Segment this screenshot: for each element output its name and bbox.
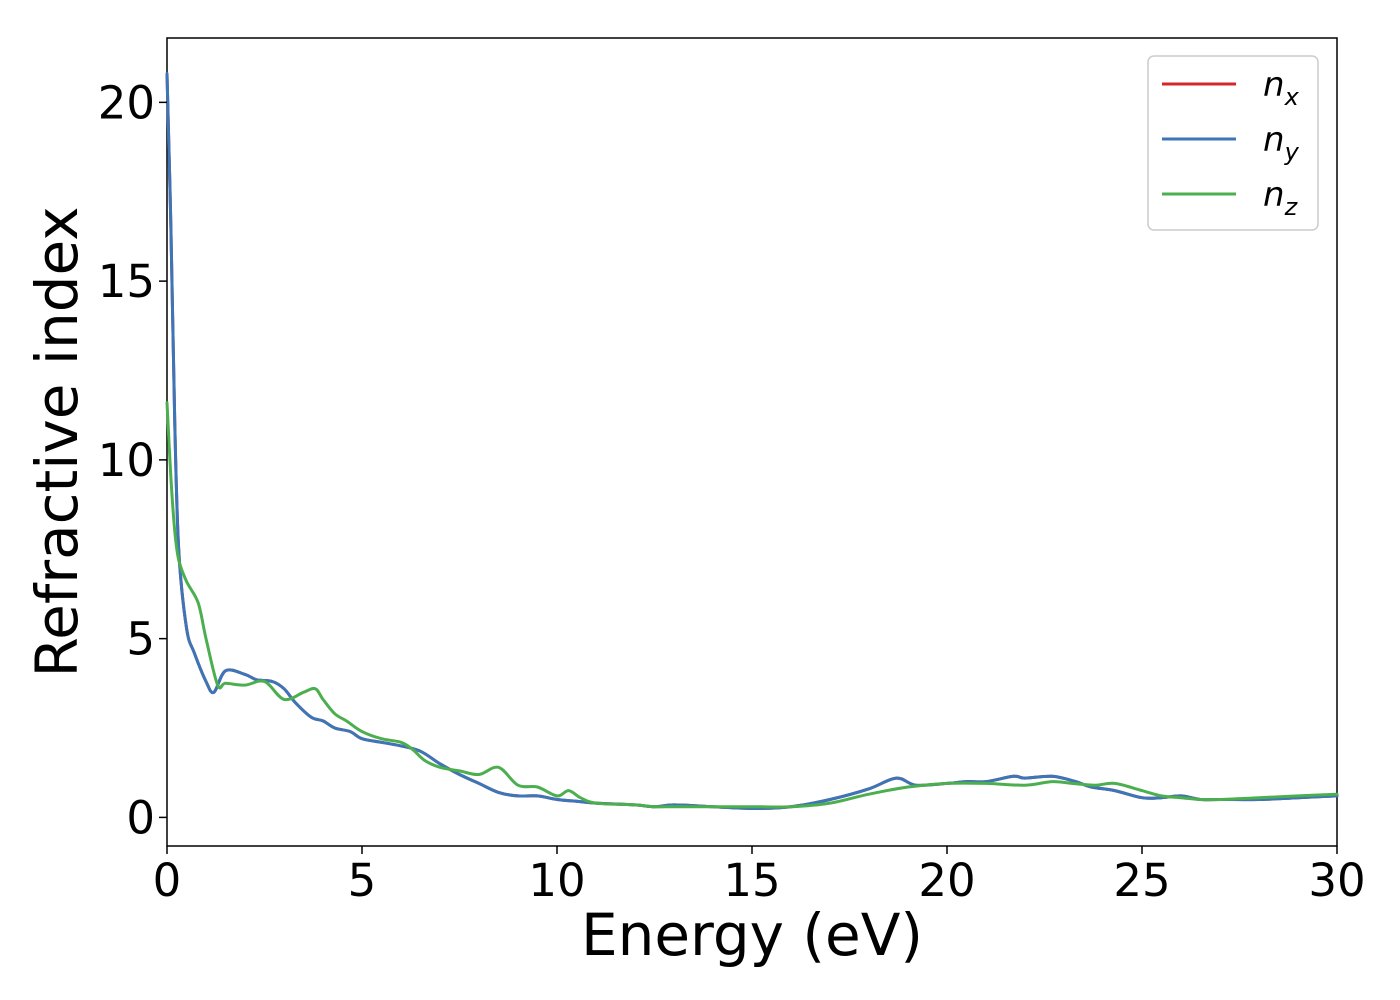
x-tick-label: 25	[1113, 854, 1170, 907]
x-axis-label: Energy (eV)	[581, 901, 923, 969]
legend-label-subscript: z	[1284, 193, 1299, 221]
x-tick-label: 5	[348, 854, 377, 907]
y-tick-label: 0	[126, 791, 155, 844]
y-tick-label: 20	[98, 76, 155, 129]
x-tick-label: 0	[153, 854, 182, 907]
y-axis-label: Refractive index	[23, 206, 91, 677]
y-tick-label: 10	[98, 434, 155, 487]
legend-label-base: n	[1263, 65, 1285, 105]
y-tick-label: 5	[126, 613, 155, 666]
series-layer	[165, 72, 1339, 810]
x-tick-label: 15	[723, 854, 780, 907]
legend-box	[1147, 55, 1319, 231]
legend-label-subscript: x	[1284, 83, 1300, 111]
x-tick-label: 30	[1308, 854, 1365, 907]
legend-label-z: nz	[1263, 175, 1299, 221]
series-line-z	[165, 401, 1339, 809]
legend-label-y: ny	[1263, 120, 1300, 166]
x-tick-label: 20	[918, 854, 975, 907]
legend-label-base: n	[1263, 175, 1285, 215]
legend-label-base: n	[1263, 120, 1285, 160]
x-axis: 0 5 10 15 20 25 30	[153, 846, 1366, 907]
y-axis: 0 5 10 15 20	[98, 76, 167, 844]
legend-label-subscript: y	[1284, 138, 1300, 166]
series-line-y	[165, 72, 1339, 810]
legend-label-x: nx	[1263, 65, 1300, 111]
y-tick-label: 15	[98, 255, 155, 308]
plot-area	[166, 37, 1338, 847]
x-tick-label: 10	[528, 854, 585, 907]
